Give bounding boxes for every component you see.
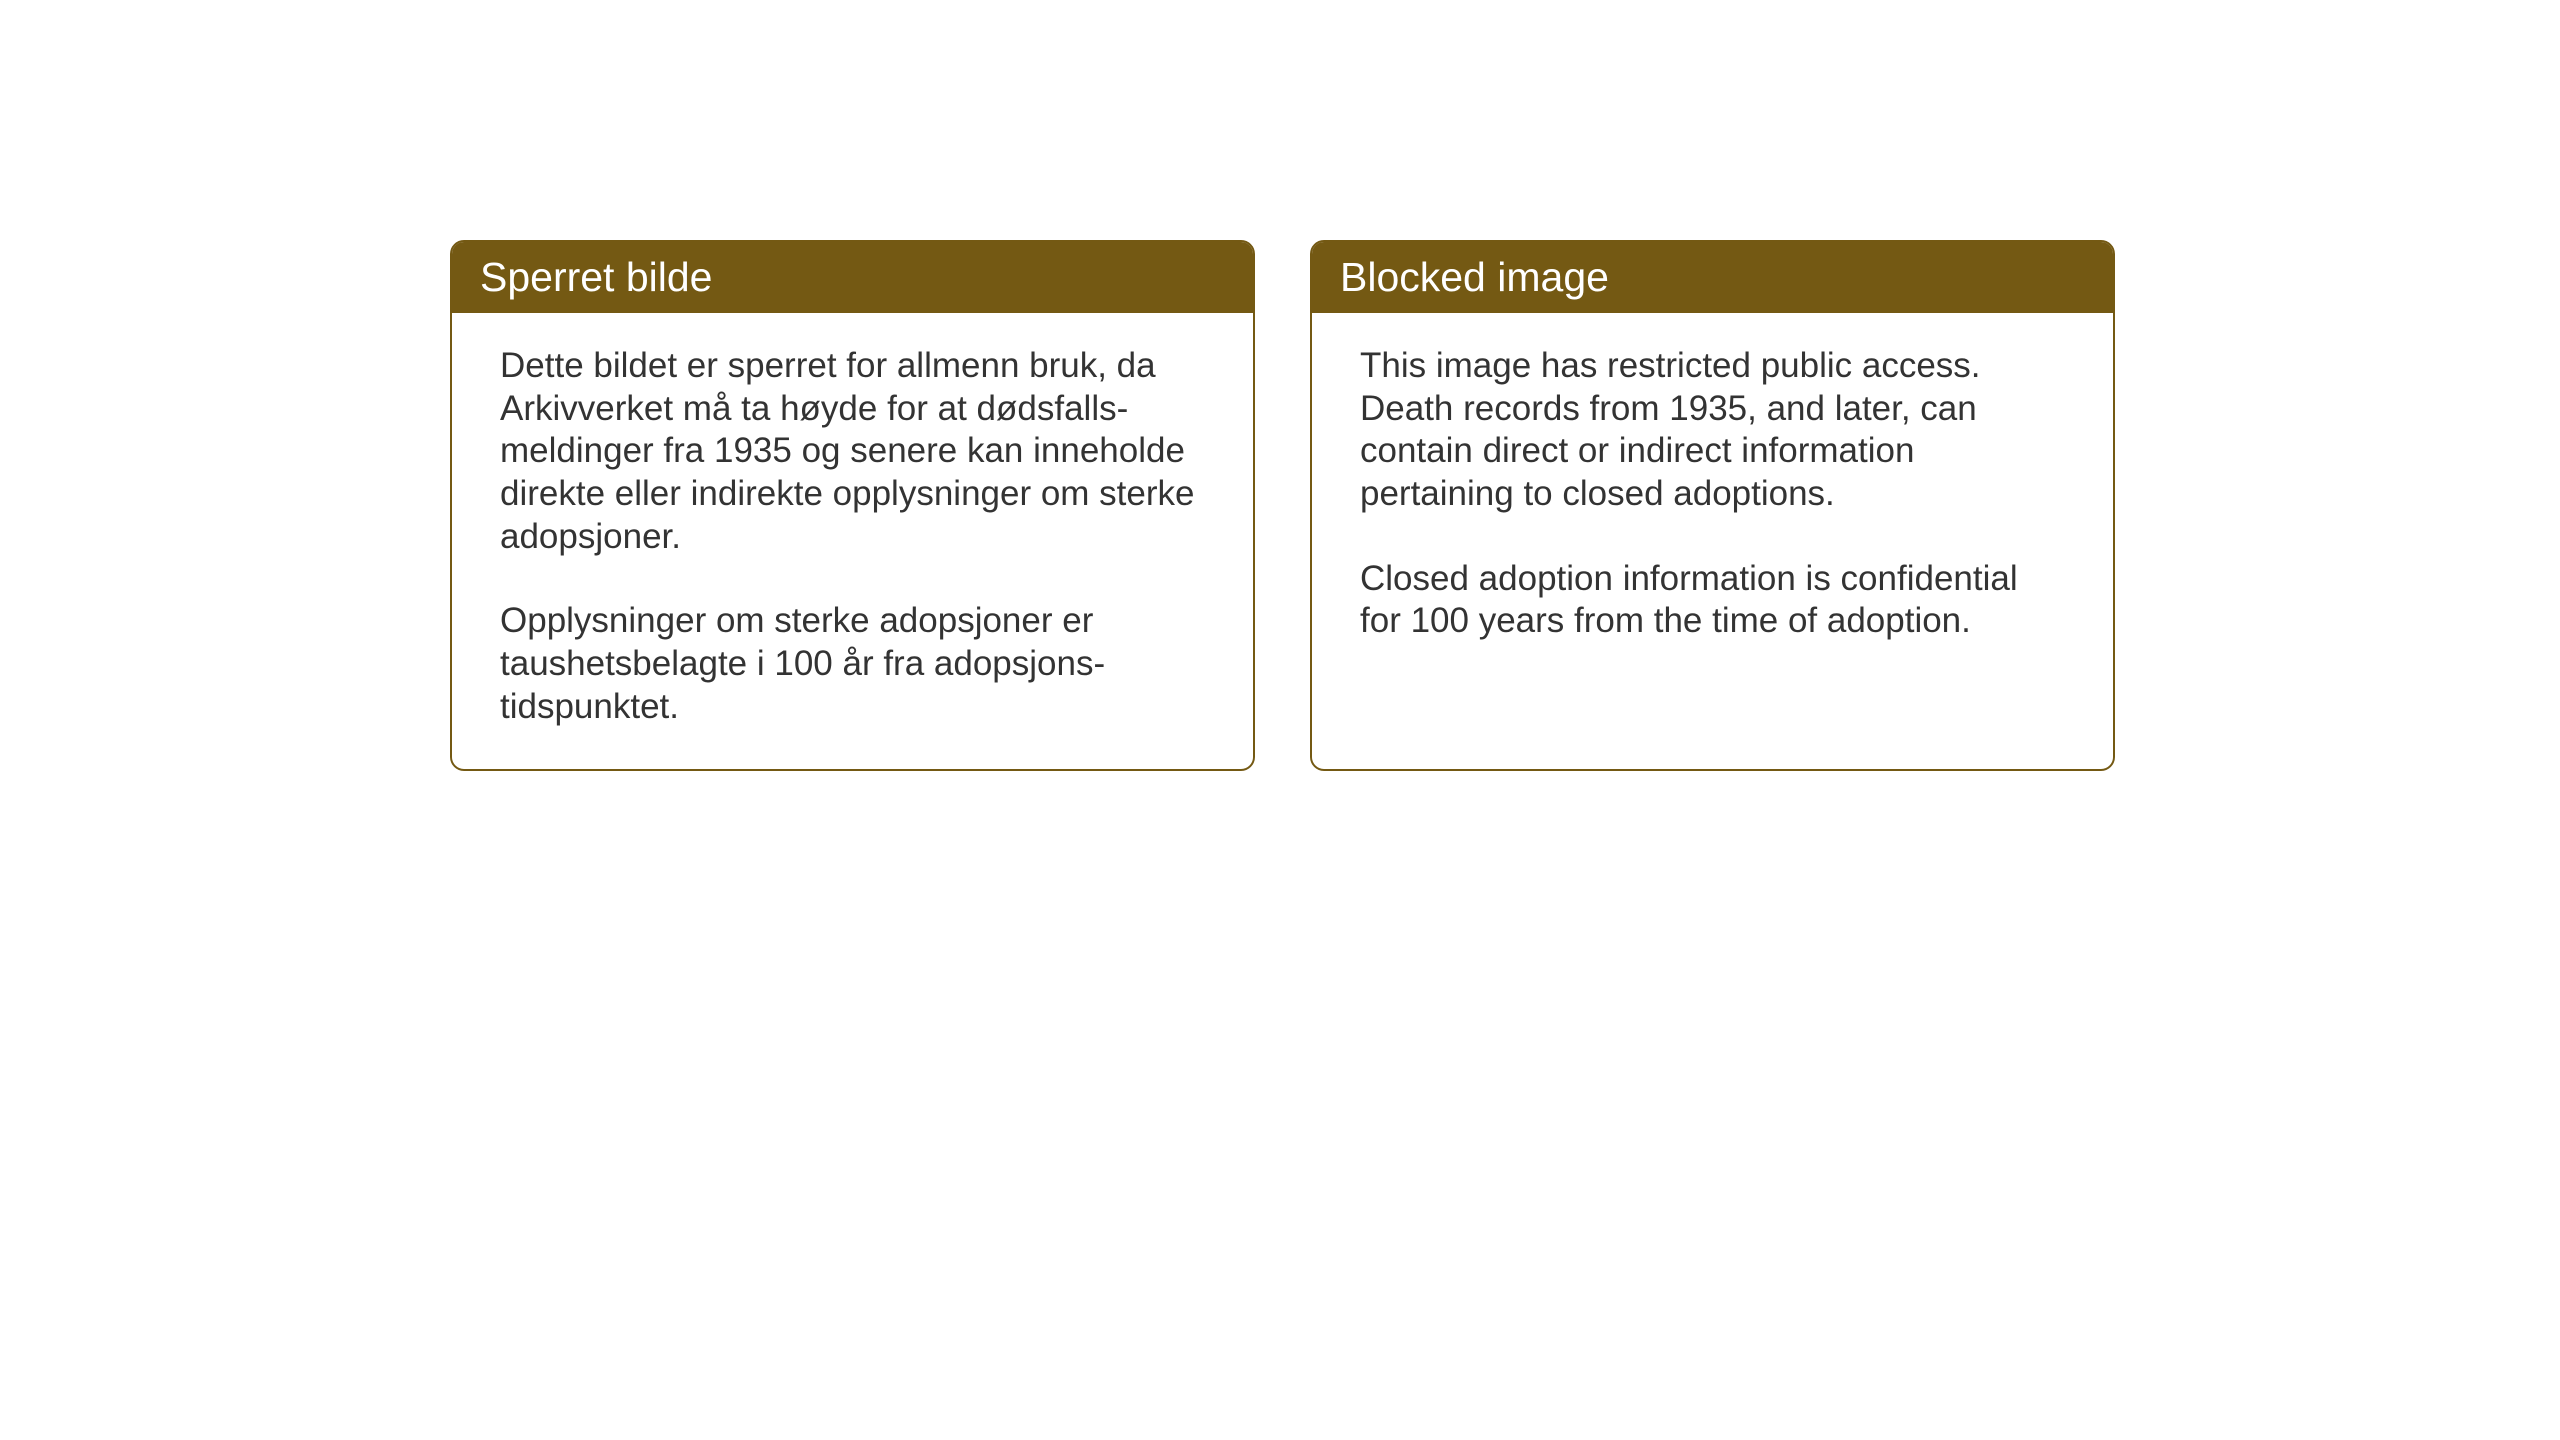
norwegian-card-body: Dette bildet er sperret for allmenn bruk…	[452, 313, 1253, 769]
english-paragraph-1: This image has restricted public access.…	[1360, 345, 2065, 516]
norwegian-notice-card: Sperret bilde Dette bildet er sperret fo…	[450, 240, 1255, 771]
english-card-body: This image has restricted public access.…	[1312, 313, 2113, 683]
norwegian-paragraph-1: Dette bildet er sperret for allmenn bruk…	[500, 345, 1205, 558]
norwegian-card-title: Sperret bilde	[452, 242, 1253, 313]
english-paragraph-2: Closed adoption information is confident…	[1360, 558, 2065, 643]
english-card-title: Blocked image	[1312, 242, 2113, 313]
norwegian-paragraph-2: Opplysninger om sterke adopsjoner er tau…	[500, 600, 1205, 728]
english-notice-card: Blocked image This image has restricted …	[1310, 240, 2115, 771]
notice-container: Sperret bilde Dette bildet er sperret fo…	[450, 240, 2115, 771]
